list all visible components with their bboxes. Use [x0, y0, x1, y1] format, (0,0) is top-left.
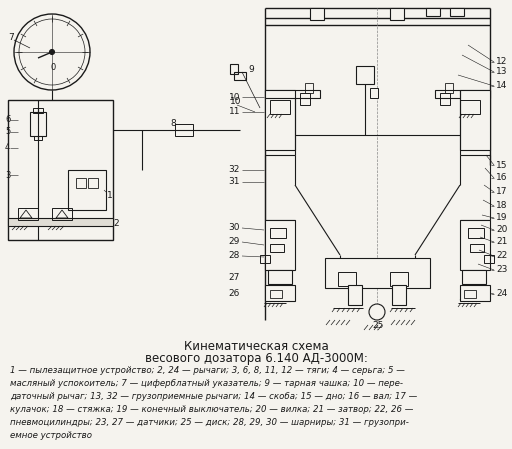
Text: 5: 5 — [5, 128, 10, 136]
Bar — [390, 8, 404, 20]
Bar — [52, 208, 72, 220]
Text: 4: 4 — [5, 144, 10, 153]
Bar — [68, 170, 106, 210]
Text: 29: 29 — [229, 238, 240, 247]
Bar — [370, 88, 378, 98]
Bar — [464, 290, 476, 298]
Bar — [300, 93, 310, 105]
Text: 13: 13 — [496, 67, 507, 76]
Bar — [270, 290, 282, 298]
Circle shape — [369, 304, 385, 320]
Bar — [440, 93, 450, 105]
Bar — [445, 83, 453, 93]
Bar — [18, 208, 38, 220]
Text: даточный рычаг; 13, 32 — грузоприемные рычаги; 14 — скоба; 15 — дно; 16 — вал; 1: даточный рычаг; 13, 32 — грузоприемные р… — [10, 392, 417, 401]
Text: 32: 32 — [229, 166, 240, 175]
Bar — [460, 90, 490, 150]
Text: 25: 25 — [372, 321, 383, 330]
Text: 18: 18 — [496, 202, 507, 211]
Text: 26: 26 — [229, 290, 240, 299]
Text: 17: 17 — [496, 188, 507, 197]
Bar — [270, 244, 284, 252]
Text: 3: 3 — [5, 171, 10, 180]
Text: 14: 14 — [496, 82, 507, 91]
Text: 27: 27 — [229, 273, 240, 282]
Text: 8: 8 — [170, 119, 176, 128]
Bar — [265, 285, 295, 301]
Text: 11: 11 — [228, 107, 240, 116]
Bar — [310, 8, 324, 20]
Text: 23: 23 — [496, 265, 507, 274]
Text: 16: 16 — [496, 173, 507, 182]
Text: 7: 7 — [8, 34, 14, 43]
Bar — [270, 228, 286, 238]
Bar — [325, 258, 430, 288]
Circle shape — [50, 49, 54, 54]
Bar — [470, 244, 484, 252]
Text: 10: 10 — [228, 92, 240, 101]
Bar — [34, 136, 42, 140]
Text: Кинематическая схема: Кинематическая схема — [184, 340, 328, 353]
Text: 30: 30 — [228, 224, 240, 233]
Bar — [265, 220, 295, 270]
Text: пневмоцилиндры; 23, 27 — датчики; 25 — диск; 28, 29, 30 — шарниры; 31 — грузопри: пневмоцилиндры; 23, 27 — датчики; 25 — д… — [10, 418, 409, 427]
Bar — [175, 124, 193, 136]
Text: 15: 15 — [496, 160, 507, 170]
Bar — [260, 255, 270, 263]
Text: весового дозатора 6.140 АД-3000М:: весового дозатора 6.140 АД-3000М: — [144, 352, 368, 365]
Bar — [8, 100, 113, 240]
Text: 0: 0 — [50, 63, 56, 72]
Bar — [468, 228, 484, 238]
Bar — [270, 100, 290, 114]
Bar — [234, 72, 246, 80]
Bar — [76, 178, 86, 188]
Text: 19: 19 — [496, 214, 507, 223]
Bar — [460, 285, 490, 301]
Text: 12: 12 — [496, 57, 507, 66]
Bar — [460, 220, 490, 270]
Text: емное устройство: емное устройство — [10, 431, 92, 440]
Bar — [426, 8, 440, 16]
Bar — [356, 66, 374, 84]
Bar — [392, 285, 406, 305]
Bar — [460, 100, 480, 114]
Text: кулачок; 18 — стяжка; 19 — конечный выключатель; 20 — вилка; 21 — затвор; 22, 26: кулачок; 18 — стяжка; 19 — конечный выкл… — [10, 405, 413, 414]
Bar — [450, 8, 464, 16]
Bar — [8, 218, 113, 226]
Text: 20: 20 — [496, 225, 507, 234]
Text: 21: 21 — [496, 238, 507, 247]
Circle shape — [14, 14, 90, 90]
Text: 6: 6 — [5, 115, 10, 124]
Bar — [265, 90, 320, 98]
Bar — [462, 270, 486, 284]
Bar — [435, 90, 490, 98]
Text: 9: 9 — [248, 66, 254, 75]
Text: 24: 24 — [496, 290, 507, 299]
Bar — [305, 83, 313, 93]
Bar — [268, 270, 292, 284]
Text: 1: 1 — [107, 190, 113, 199]
Text: масляный успокоитель; 7 — циферблатный указатель; 9 — тарная чашка; 10 — пере-: масляный успокоитель; 7 — циферблатный у… — [10, 379, 403, 388]
Text: 22: 22 — [496, 251, 507, 260]
Text: 31: 31 — [228, 177, 240, 186]
Text: 2: 2 — [113, 220, 119, 229]
Bar — [30, 112, 46, 136]
Bar — [338, 272, 356, 286]
Bar — [484, 255, 494, 263]
Text: 1 — пылезащитное устройство; 2, 24 — рычаги; 3, 6, 8, 11, 12 — тяги; 4 — серьга;: 1 — пылезащитное устройство; 2, 24 — рыч… — [10, 366, 405, 375]
Bar — [390, 272, 408, 286]
Bar — [348, 285, 362, 305]
Bar — [88, 178, 98, 188]
Bar — [265, 90, 295, 150]
Bar — [230, 64, 238, 74]
Bar — [33, 108, 43, 113]
Text: 28: 28 — [229, 251, 240, 260]
Text: 10: 10 — [230, 97, 242, 106]
